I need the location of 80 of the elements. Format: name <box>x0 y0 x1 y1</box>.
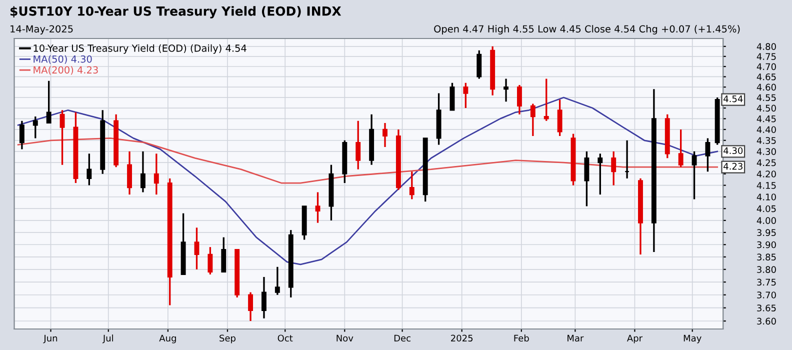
y-tick-label: 3.75 <box>757 278 776 286</box>
y-tick-label: 4.30 <box>756 148 776 155</box>
x-tick-label: Jun <box>43 334 58 344</box>
y-tick-label: 4.65 <box>756 73 776 80</box>
candlestick <box>32 116 38 140</box>
chart-subtitle: 14-May-2025 <box>10 25 73 34</box>
candlestick <box>598 152 603 196</box>
candlestick <box>46 80 52 124</box>
candlestick <box>516 84 522 116</box>
candlestick <box>544 78 549 122</box>
candlestick <box>315 191 320 224</box>
candlestick <box>248 291 254 322</box>
candlestick <box>127 150 132 196</box>
y-tick-label: 4.75 <box>756 53 776 60</box>
y-tick-label: 4.80 <box>756 43 776 50</box>
candlestick <box>86 152 92 186</box>
y-tick-label: 3.90 <box>757 241 776 248</box>
y-tick-label: 4.55 <box>756 94 776 102</box>
y-tick-label: 3.70 <box>757 292 776 298</box>
line-series <box>17 137 718 184</box>
y-tick-label: 3.60 <box>757 318 776 325</box>
candlestick <box>262 276 266 320</box>
candlestick <box>356 120 361 170</box>
y-tick-label: 4.60 <box>756 84 776 91</box>
x-tick-label: Aug <box>159 334 176 344</box>
chart-title: $UST10Y 10-Year US Treasury Yield (EOD) INDX <box>10 6 342 18</box>
y-tick-label: 4.05 <box>756 205 776 212</box>
candlestick <box>584 150 590 208</box>
x-tick-label: Mar <box>568 334 584 342</box>
candlestick <box>463 82 468 109</box>
legend-label: 10-Year US Treasury Yield (EOD) (Daily) 4.54 <box>34 44 246 54</box>
candlestick <box>557 98 562 137</box>
x-tick-label: May <box>684 334 702 344</box>
y-tick-label: 4.40 <box>756 126 776 134</box>
candlestick <box>19 120 24 150</box>
candlestick <box>705 137 710 172</box>
candlestick <box>692 150 697 200</box>
candlestick <box>382 122 388 148</box>
legend-label: MA(200) 4.23 <box>34 66 98 75</box>
candlestick <box>678 128 684 168</box>
candlestick <box>221 236 226 273</box>
candlestick <box>476 50 482 80</box>
candlestick <box>409 170 414 200</box>
text: Open 4.47 High 4.55 Low 4.45 Close 4.54 Chg +0.07 (+1.45%) <box>434 25 740 34</box>
x-tick-label: Dec <box>394 334 410 342</box>
candlestick <box>154 152 159 196</box>
y-tick-label: 4.00 <box>756 217 776 224</box>
y-tick-label: 3.80 <box>757 266 776 273</box>
y-tick-label: 4.10 <box>756 194 776 200</box>
y-tick-label: 4.50 <box>756 104 776 112</box>
y-tick-label: 4.20 <box>756 170 776 178</box>
candlestick <box>208 246 213 276</box>
x-tick-label: Oct <box>278 334 293 342</box>
x-tick-label: Sep <box>220 334 236 344</box>
y-tick-label: 4.45 <box>756 116 776 122</box>
x-tick-label: Jul <box>102 334 113 344</box>
x-tick-label: 2025 <box>451 334 473 342</box>
annotation: 4.30 <box>724 147 743 154</box>
annotation: 4.23 <box>724 162 742 170</box>
candlestick <box>194 226 200 270</box>
line-series <box>17 96 718 266</box>
candlestick <box>611 150 616 186</box>
candlestick <box>530 102 536 137</box>
y-tick-label: 4.15 <box>756 182 776 189</box>
candlestick <box>60 109 65 166</box>
x-tick-label: Feb <box>514 334 529 342</box>
y-tick-label: 3.95 <box>757 229 776 236</box>
candlestick <box>450 82 455 111</box>
annotation: 4.54 <box>724 95 743 102</box>
candlestick <box>504 78 508 103</box>
x-tick-label: Nov <box>336 334 354 342</box>
y-tick-label: 3.85 <box>757 254 776 260</box>
y-tick-label: 4.35 <box>756 137 776 144</box>
legend-label: MA(50) 4.30 <box>34 55 92 64</box>
candlestick <box>274 266 280 296</box>
y-tick-label: 4.25 <box>756 159 776 166</box>
candlestick <box>140 150 146 194</box>
x-tick-label: Apr <box>626 334 643 344</box>
y-tick-label: 4.70 <box>756 63 776 70</box>
y-tick-label: 3.65 <box>757 304 776 312</box>
